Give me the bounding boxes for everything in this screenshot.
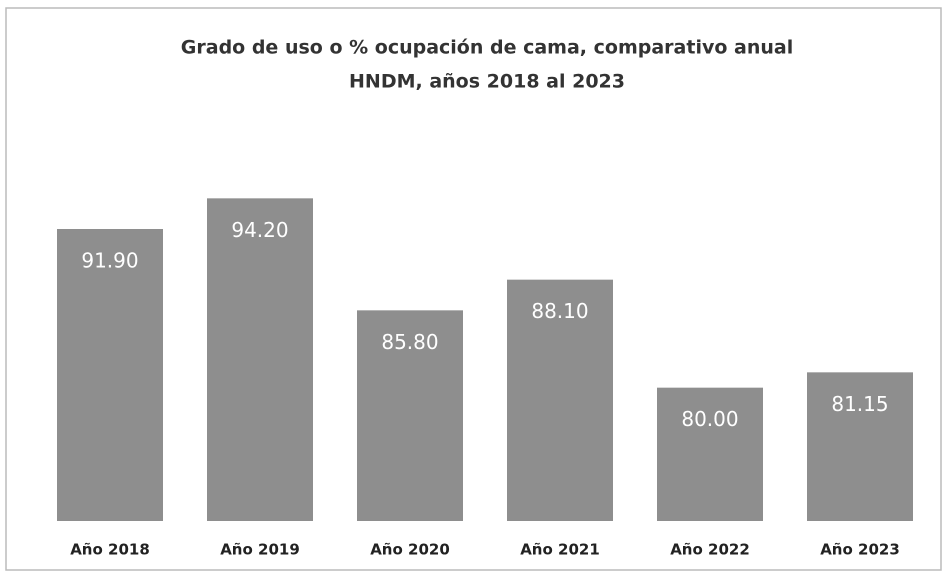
x-tick-label: Año 2022: [670, 541, 750, 559]
chart-subtitle: HNDM, años 2018 al 2023: [349, 71, 625, 93]
x-tick-label: Año 2021: [520, 541, 600, 559]
data-label: 80.00: [681, 407, 738, 431]
x-tick-label: Año 2018: [70, 541, 150, 559]
bar: [357, 310, 463, 521]
data-label: 88.10: [531, 299, 588, 323]
bar: [57, 229, 163, 521]
data-label: 85.80: [381, 330, 438, 354]
bar: [657, 387, 763, 521]
x-tick-label: Año 2023: [820, 541, 900, 559]
data-label: 91.90: [81, 249, 138, 273]
x-tick-label: Año 2019: [220, 541, 300, 559]
bar: [507, 279, 613, 521]
bar: [207, 198, 313, 522]
data-label: 81.15: [831, 392, 888, 416]
bar: [807, 372, 913, 521]
chart-title: Grado de uso o % ocupación de cama, comp…: [181, 37, 793, 59]
data-label: 94.20: [231, 218, 288, 242]
x-tick-label: Año 2020: [370, 541, 450, 559]
